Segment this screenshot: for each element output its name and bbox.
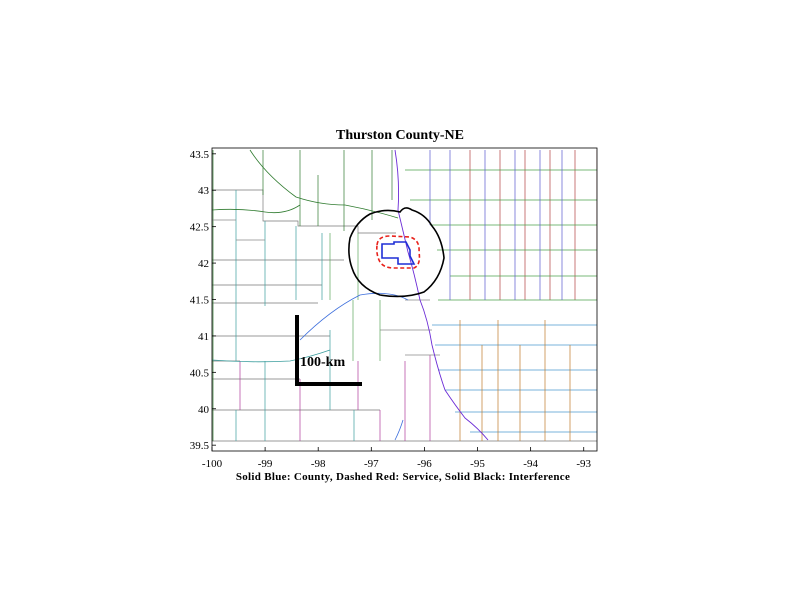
- y-tick-label: 42.5: [190, 222, 210, 234]
- legend-caption: Solid Blue: County, Dashed Red: Service,…: [236, 471, 570, 483]
- y-tick-label: 39.5: [190, 440, 210, 452]
- map-title: Thurston County-NE: [336, 128, 464, 143]
- x-tick-label: -93: [576, 458, 591, 470]
- y-tick-label: 41: [198, 331, 209, 343]
- x-tick-label: -94: [523, 458, 538, 470]
- county-outline: [381, 241, 416, 265]
- y-tick-label: 41.5: [190, 295, 210, 307]
- county-boundaries: [212, 150, 597, 442]
- y-tick-label: 43: [198, 185, 210, 197]
- x-tick-label: -100: [202, 458, 223, 470]
- y-axis: 39.5 40 40.5 41 41.5 42 42.5 43 43.5: [190, 149, 216, 452]
- y-tick-label: 40.5: [190, 367, 210, 379]
- x-tick-label: -97: [364, 458, 379, 470]
- x-tick-label: -95: [470, 458, 485, 470]
- scale-bar: [295, 315, 362, 386]
- x-tick-label: -96: [417, 458, 432, 470]
- y-tick-label: 42: [198, 258, 209, 270]
- scale-bar-label: 100-km: [300, 355, 345, 370]
- x-tick-label: -98: [311, 458, 326, 470]
- y-tick-label: 40: [198, 404, 210, 416]
- interference-contour: [348, 207, 445, 298]
- service-contour: [376, 235, 421, 269]
- plot-area: [212, 148, 597, 451]
- x-axis: -100 -99 -98 -97 -96 -95 -94 -93: [202, 447, 592, 470]
- y-tick-label: 43.5: [190, 149, 210, 161]
- rivers: [212, 149, 489, 441]
- x-tick-label: -99: [258, 458, 273, 470]
